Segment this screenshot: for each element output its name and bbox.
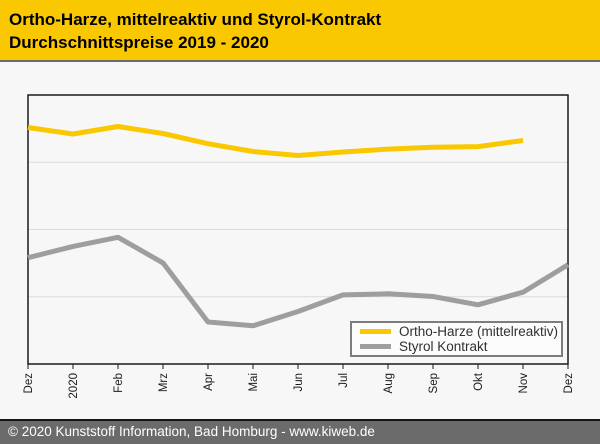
x-axis-label: Mrz [158, 373, 170, 392]
x-axis-label: Jun [293, 373, 305, 392]
x-axis-label: Feb [113, 373, 125, 393]
chart-title-line-1: Ortho-Harze, mittelreaktiv und Styrol-Ko… [9, 10, 382, 29]
x-axis-label: Sep [428, 373, 440, 393]
x-axis-label: Dez [563, 373, 575, 394]
chart-title-line-2: Durchschnittspreise 2019 - 2020 [9, 33, 269, 52]
line-chart: Dez 2020 Feb Mrz Apr Mai Jun Jul Aug Sep Okt Nov Dez [23, 94, 575, 399]
legend-line-swatch-ortho-harze [360, 329, 391, 334]
series-line-styrol-kontrakt [27, 234, 570, 329]
series-line-ortho-harze-mittelreaktiv [27, 124, 524, 158]
legend-label: Ortho-Harze (mittelreaktiv) [399, 324, 559, 339]
x-axis-label: Okt [473, 372, 485, 391]
x-axis-label: Dez [23, 373, 35, 394]
chart-legend: Ortho-Harze (mittelreaktiv) Styrol Kontr… [350, 321, 563, 357]
x-axis-label: Apr [203, 373, 215, 391]
footer-credit: © 2020 Kunststoff Information, Bad Hombu… [0, 419, 600, 444]
legend-item: Ortho-Harze (mittelreaktiv) [357, 324, 559, 339]
x-axis-label: 2020 [68, 373, 80, 399]
legend-item: Styrol Kontrakt [357, 339, 556, 354]
legend-label: Styrol Kontrakt [399, 339, 488, 354]
legend-line-swatch-styrol-kontrakt [360, 344, 391, 349]
chart-title-banner: Ortho-Harze, mittelreaktiv und Styrol-Ko… [0, 0, 600, 62]
x-axis-label: Nov [518, 373, 530, 394]
x-axis-label: Mai [248, 373, 260, 392]
x-axis-label: Jul [338, 373, 350, 388]
x-axis-label: Aug [383, 373, 395, 393]
